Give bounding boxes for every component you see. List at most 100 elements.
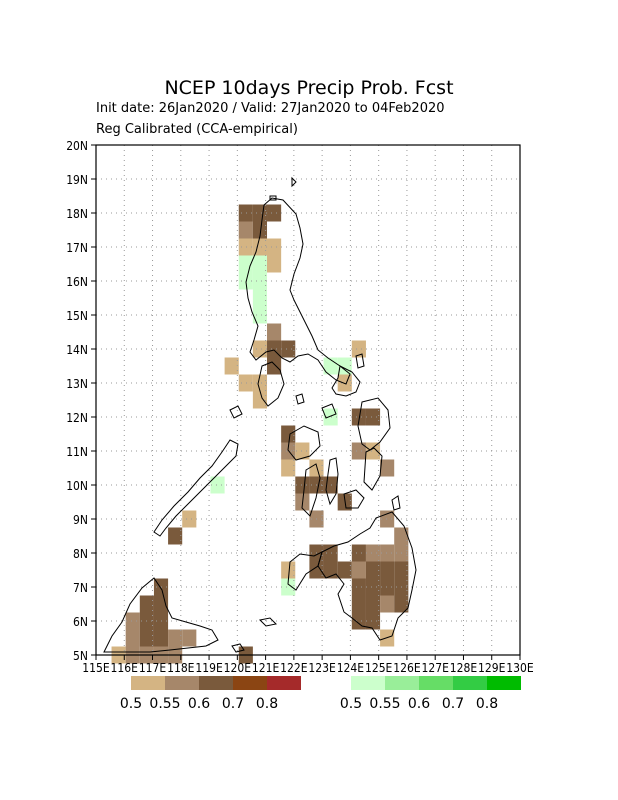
map-subtitle: Init date: 26Jan2020 / Valid: 27Jan2020 … bbox=[96, 101, 445, 116]
legend-dry-label: 0.5 bbox=[120, 696, 142, 712]
legend-dry-label: 0.7 bbox=[222, 696, 244, 712]
legend-wet-swatch bbox=[419, 676, 453, 690]
coastline-dinagat bbox=[391, 495, 401, 511]
lon-tick-label: 116E bbox=[111, 661, 139, 675]
probability-cells bbox=[111, 204, 409, 664]
legend-dry-swatch bbox=[199, 676, 233, 690]
prob-cell bbox=[295, 442, 310, 460]
lon-tick-label: 118E bbox=[167, 661, 195, 675]
prob-cell bbox=[224, 357, 239, 375]
legend-wet-label: 0.6 bbox=[408, 696, 430, 712]
legend-dry-label: 0.8 bbox=[256, 696, 278, 712]
lat-tick-label: 18N bbox=[66, 207, 88, 221]
prob-cell bbox=[295, 476, 310, 494]
prob-cell bbox=[139, 629, 154, 647]
prob-cell bbox=[252, 289, 268, 307]
prob-cell bbox=[252, 272, 268, 290]
prob-cell bbox=[351, 612, 366, 630]
prob-cell bbox=[351, 595, 366, 613]
lat-tick-label: 12N bbox=[66, 411, 88, 425]
legend-wet-swatch bbox=[487, 676, 521, 690]
prob-cell bbox=[252, 204, 268, 222]
prob-cell bbox=[252, 255, 268, 273]
lon-tick-label: 130E bbox=[506, 661, 534, 675]
coastline-batanes bbox=[291, 176, 297, 188]
grid-lines bbox=[96, 145, 520, 655]
prob-cell bbox=[365, 442, 381, 460]
lon-tick-label: 120E bbox=[224, 661, 252, 675]
prob-cell bbox=[210, 476, 225, 494]
latitude-ticks: 5N 6N 7N 8N 9N 10N 11N 12N 13N 14N 15N 16N 17N 18N 19N… bbox=[66, 139, 96, 663]
prob-cell bbox=[380, 561, 395, 579]
coastline-palawan bbox=[153, 439, 239, 537]
lon-tick-label: 122E bbox=[280, 661, 308, 675]
lon-tick-label: 125E bbox=[365, 661, 393, 675]
lon-tick-label: 115E bbox=[82, 661, 110, 675]
legend-dry-swatch bbox=[267, 676, 301, 690]
coastline-mindanao bbox=[317, 511, 417, 641]
lat-tick-label: 16N bbox=[66, 275, 88, 289]
prob-cell bbox=[238, 221, 253, 239]
prob-cell bbox=[380, 459, 395, 477]
prob-cell bbox=[380, 510, 395, 528]
prob-cell bbox=[365, 544, 381, 562]
lon-tick-label: 119E bbox=[195, 661, 223, 675]
lon-tick-label: 124E bbox=[337, 661, 365, 675]
prob-cell bbox=[281, 578, 296, 596]
prob-cell bbox=[267, 204, 282, 222]
prob-cell bbox=[267, 255, 282, 273]
lat-tick-label: 7N bbox=[73, 581, 88, 595]
legend-wet-swatch bbox=[385, 676, 419, 690]
legend-wet-label: 0.7 bbox=[442, 696, 464, 712]
prob-cell bbox=[238, 204, 253, 222]
lat-tick-label: 14N bbox=[66, 343, 88, 357]
lat-tick-label: 15N bbox=[66, 309, 88, 323]
prob-cell bbox=[153, 629, 169, 647]
legend-dry-swatch bbox=[165, 676, 199, 690]
prob-cell bbox=[252, 306, 268, 324]
map-frame bbox=[95, 144, 521, 656]
lon-tick-label: 127E bbox=[421, 661, 449, 675]
lon-tick-label: 123E bbox=[308, 661, 336, 675]
lat-tick-label: 20N bbox=[66, 139, 88, 153]
prob-cell bbox=[365, 578, 381, 596]
prob-cell bbox=[351, 561, 366, 579]
coastline-zamboanga bbox=[287, 551, 323, 591]
legend-wet-label: 0.55 bbox=[369, 696, 400, 712]
prob-cell bbox=[252, 391, 268, 409]
prob-cell bbox=[365, 561, 381, 579]
legend-dry-swatch bbox=[131, 676, 165, 690]
coastline-samar bbox=[357, 397, 391, 451]
prob-cell bbox=[281, 425, 296, 443]
legend-dry: 0.5 0.55 0.6 0.7 0.8 bbox=[120, 676, 301, 712]
prob-cell bbox=[168, 629, 183, 647]
prob-cell bbox=[394, 561, 409, 579]
prob-cell bbox=[323, 408, 338, 426]
prob-cell bbox=[309, 459, 324, 477]
coastline-sulu bbox=[258, 617, 278, 627]
lat-tick-label: 17N bbox=[66, 241, 88, 255]
method-label: Reg Calibrated (CCA-empirical) bbox=[96, 122, 298, 137]
legend-wet-label: 0.8 bbox=[476, 696, 498, 712]
coastline-negros bbox=[301, 463, 321, 517]
coastline-leyte bbox=[363, 447, 383, 491]
lon-tick-label: 128E bbox=[450, 661, 478, 675]
prob-cell bbox=[182, 510, 197, 528]
coastline-bohol bbox=[343, 489, 365, 509]
coastline-panay bbox=[287, 425, 321, 461]
prob-cell bbox=[281, 561, 296, 579]
lon-tick-label: 121E bbox=[252, 661, 280, 675]
coastline-masbate bbox=[321, 403, 337, 419]
prob-cell bbox=[351, 578, 366, 596]
legend-dry-label: 0.6 bbox=[188, 696, 210, 712]
prob-cell bbox=[380, 578, 395, 596]
lat-tick-label: 10N bbox=[66, 479, 88, 493]
prob-cell bbox=[267, 323, 282, 341]
prob-cell bbox=[252, 238, 268, 256]
lon-tick-label: 117E bbox=[139, 661, 167, 675]
lat-tick-label: 8N bbox=[73, 547, 88, 561]
prob-cell bbox=[252, 340, 268, 358]
prob-cell bbox=[281, 459, 296, 477]
coastline-babuyan bbox=[269, 195, 277, 201]
